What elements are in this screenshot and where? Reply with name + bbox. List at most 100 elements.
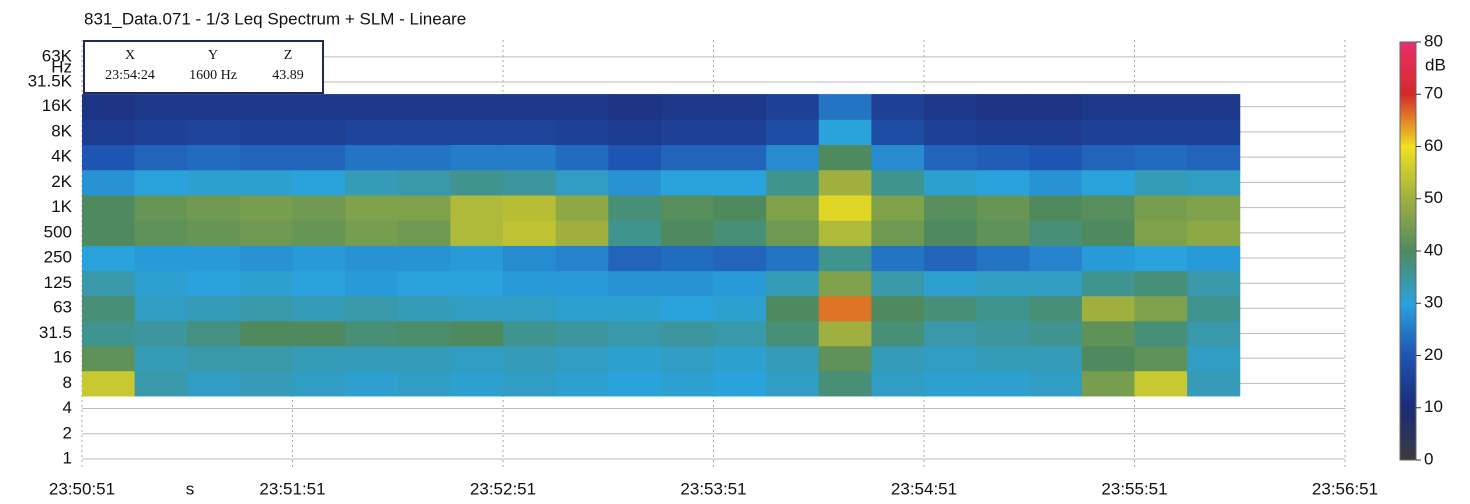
cell — [1134, 345, 1188, 372]
cursor-z-label: Z — [284, 48, 293, 63]
cell — [292, 345, 346, 372]
cell — [976, 169, 1030, 196]
cell — [555, 270, 609, 297]
colorbar-label: 30 — [1424, 293, 1443, 312]
cell — [503, 295, 557, 322]
cell — [713, 194, 767, 221]
y-tick-label: 500 — [44, 222, 72, 241]
cell — [397, 295, 451, 322]
cell — [1187, 94, 1241, 120]
cell — [976, 270, 1030, 297]
cell — [818, 370, 872, 397]
cell — [1081, 320, 1135, 347]
cell — [345, 345, 399, 372]
cell — [976, 245, 1030, 272]
cell — [1029, 345, 1083, 372]
cell — [134, 194, 188, 221]
cell — [345, 370, 399, 397]
cell — [660, 320, 714, 347]
cell — [818, 245, 872, 272]
cell — [924, 270, 978, 297]
cell — [818, 220, 872, 246]
y-tick-label: 31.5 — [39, 323, 72, 342]
cursor-x: 23:54:24 — [105, 68, 155, 83]
cell — [1134, 194, 1188, 221]
cell — [1134, 295, 1188, 322]
cell — [345, 245, 399, 272]
cell — [1187, 169, 1241, 196]
cell — [345, 295, 399, 322]
cell — [1029, 144, 1083, 171]
x-tick-label: 23:54:51 — [891, 479, 957, 498]
cell — [397, 370, 451, 397]
cell — [450, 194, 504, 221]
cell — [397, 94, 451, 120]
cell — [924, 169, 978, 196]
cell — [1081, 270, 1135, 297]
cell — [1029, 220, 1083, 246]
cell — [397, 345, 451, 372]
cell — [450, 345, 504, 372]
cell — [239, 144, 293, 171]
cell — [555, 295, 609, 322]
cell — [555, 194, 609, 221]
cell — [1029, 169, 1083, 196]
cell — [1029, 94, 1083, 120]
cell — [82, 370, 136, 397]
cell — [924, 119, 978, 146]
cell — [187, 194, 241, 221]
colorbar-label: 40 — [1424, 240, 1443, 259]
cell — [397, 144, 451, 171]
cell — [292, 94, 346, 120]
cell — [292, 220, 346, 246]
y-tick-label: 31.5K — [28, 72, 73, 91]
cell — [82, 169, 136, 196]
cell — [1081, 169, 1135, 196]
cell — [397, 194, 451, 221]
cell — [924, 194, 978, 221]
cell — [1134, 320, 1188, 347]
cell — [82, 295, 136, 322]
cell — [134, 245, 188, 272]
cell — [766, 345, 820, 372]
cell — [503, 345, 557, 372]
cell — [1187, 370, 1241, 397]
cursor-y-label: Y — [208, 48, 218, 63]
colorbar-label: 60 — [1424, 136, 1443, 155]
cell — [1187, 220, 1241, 246]
cell — [924, 295, 978, 322]
cell — [976, 220, 1030, 246]
cell — [1081, 345, 1135, 372]
cell — [292, 119, 346, 146]
cell — [345, 94, 399, 120]
cell — [187, 245, 241, 272]
cell — [1081, 245, 1135, 272]
cell — [1187, 270, 1241, 297]
cell — [713, 320, 767, 347]
y-tick-label: 2 — [63, 423, 72, 442]
cell — [976, 320, 1030, 347]
cell — [608, 320, 662, 347]
cell — [134, 295, 188, 322]
cursor-z: 43.89 — [272, 68, 304, 83]
cursor-frame — [83, 40, 324, 94]
cell — [660, 194, 714, 221]
cell — [450, 119, 504, 146]
cell — [187, 320, 241, 347]
cell — [1081, 220, 1135, 246]
cell — [239, 370, 293, 397]
cell — [292, 194, 346, 221]
cell — [82, 270, 136, 297]
cell — [1134, 169, 1188, 196]
colorbar-label: 10 — [1424, 397, 1443, 416]
cell — [292, 270, 346, 297]
cell — [555, 345, 609, 372]
cell — [1081, 194, 1135, 221]
cell — [187, 345, 241, 372]
cell — [713, 270, 767, 297]
cell — [292, 144, 346, 171]
cell — [134, 169, 188, 196]
cell — [187, 370, 241, 397]
cell — [450, 270, 504, 297]
cell — [608, 295, 662, 322]
